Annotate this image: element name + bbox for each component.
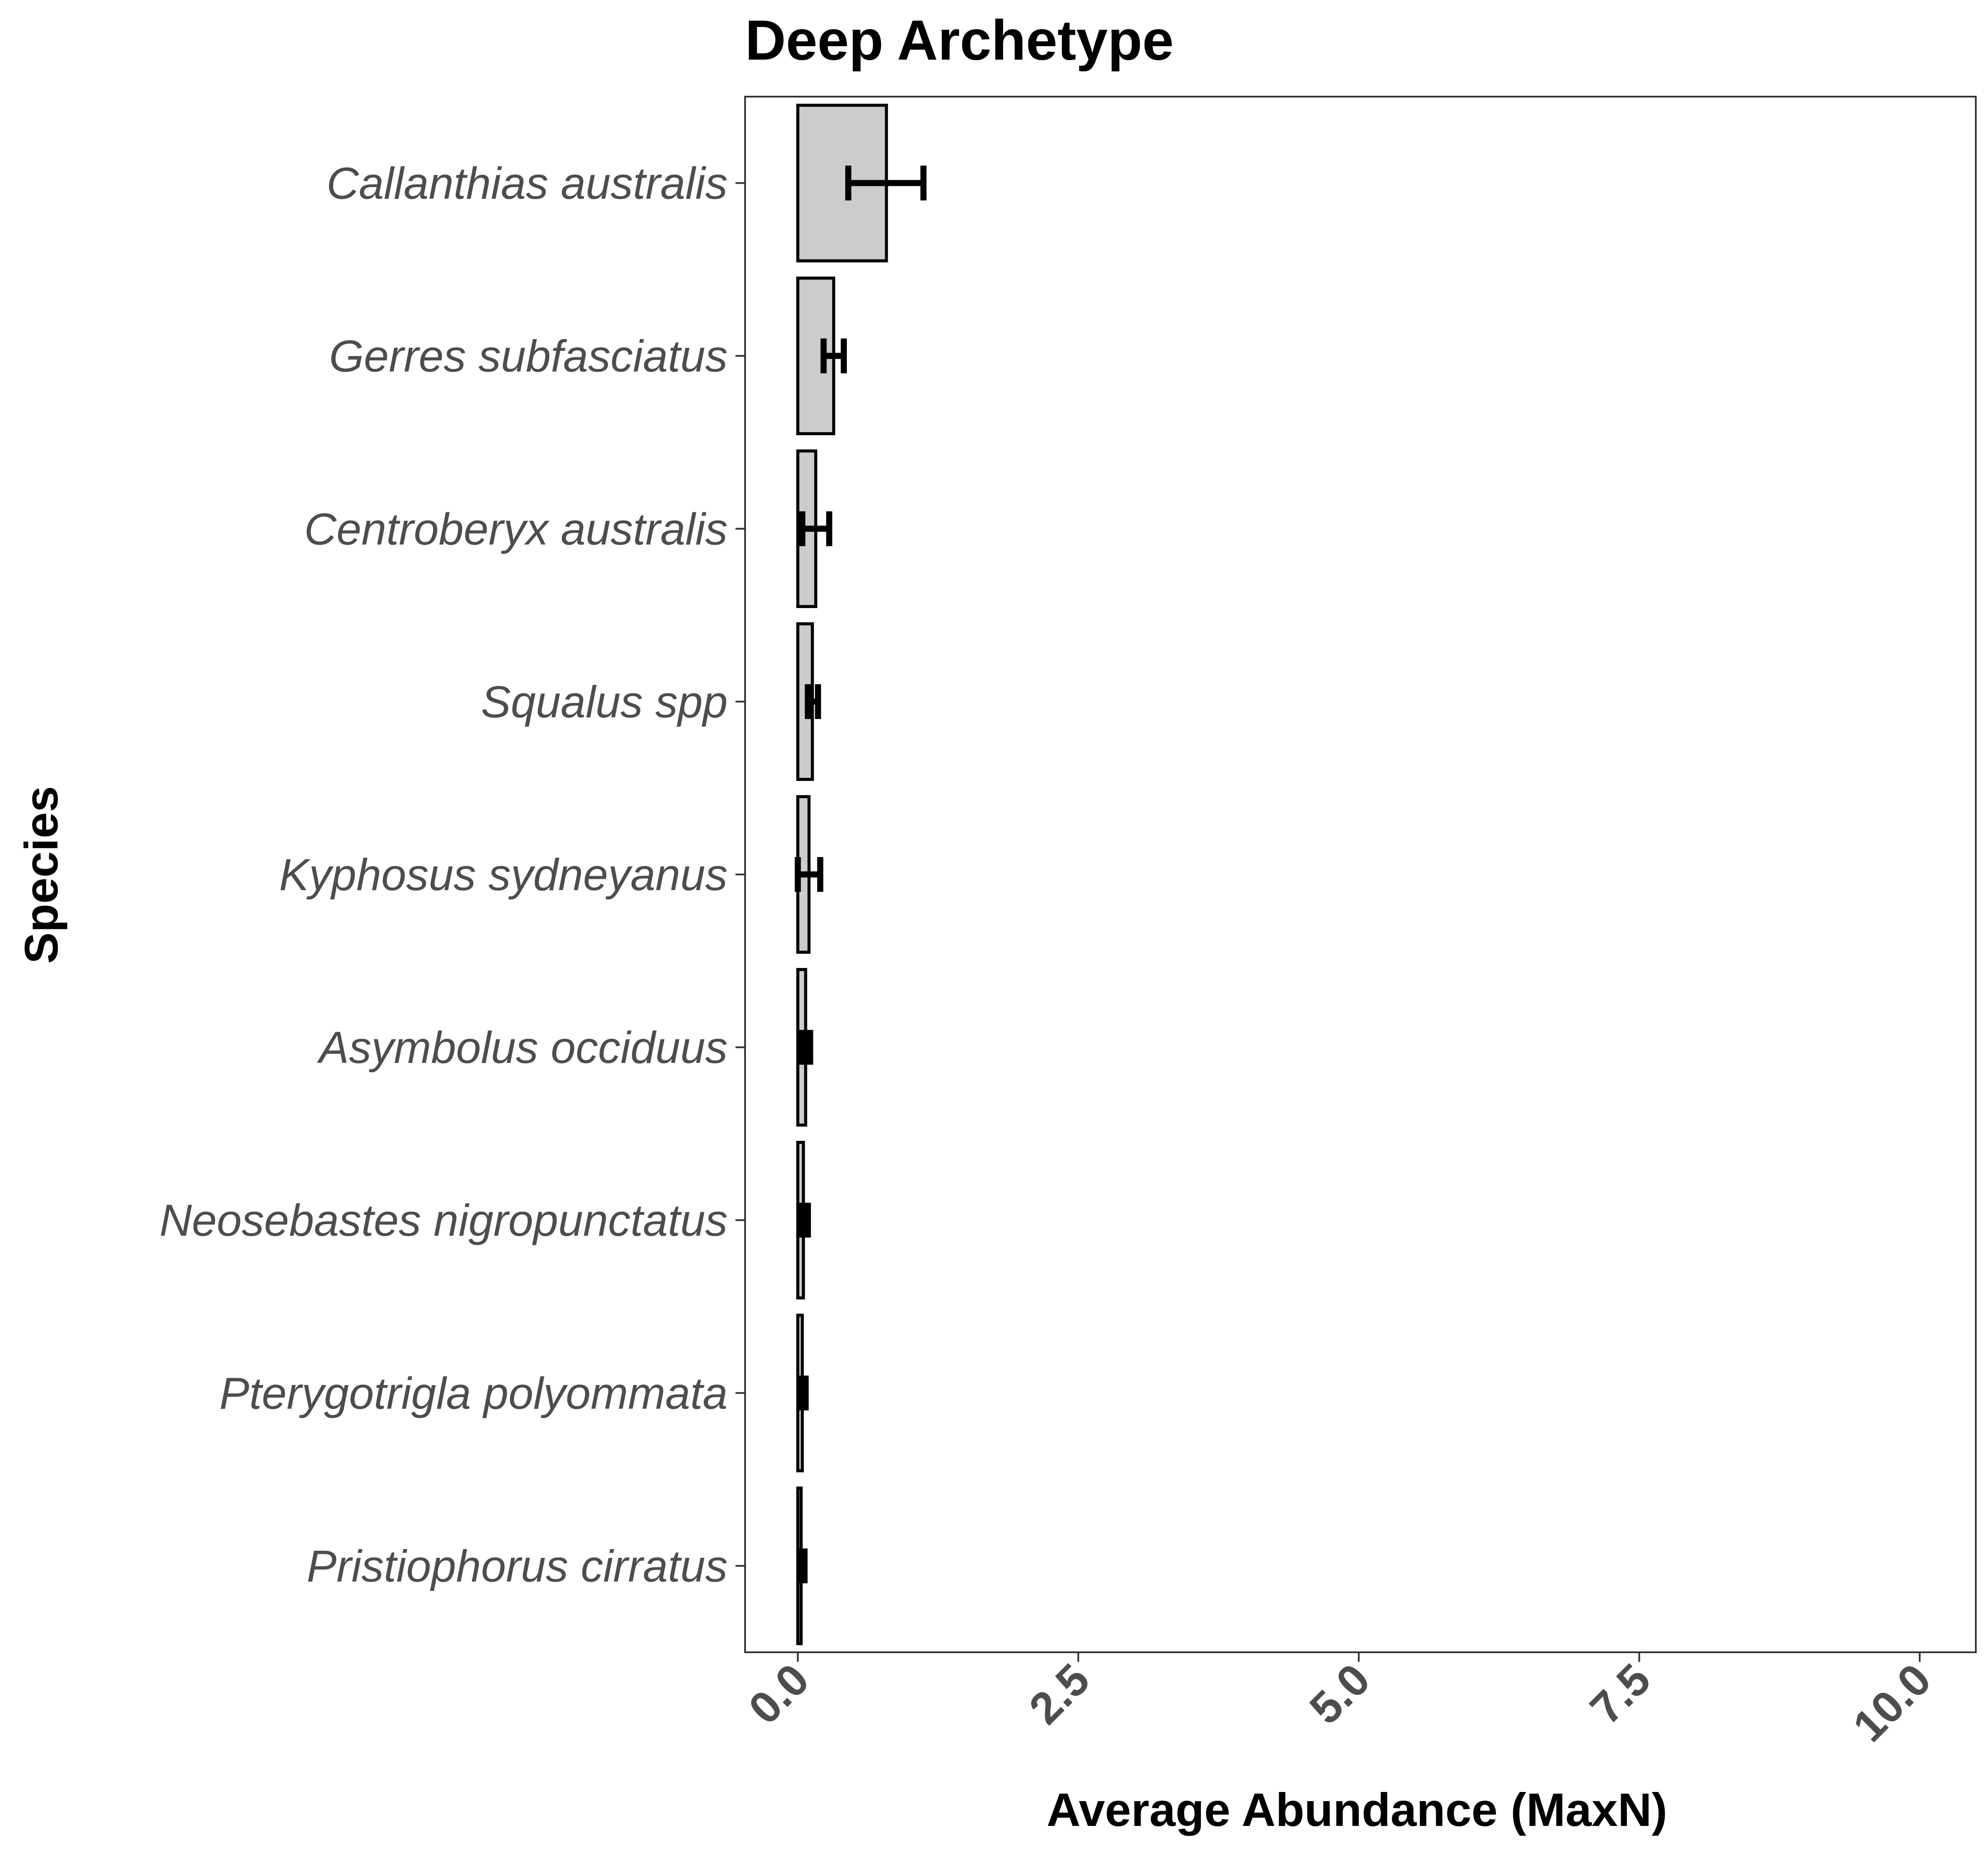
- x-axis-title: Average Abundance (MaxN): [1047, 1783, 1667, 1836]
- error-bar-kyphosus-sydneyanus: [795, 857, 823, 892]
- chart-title: Deep Archetype: [745, 8, 1174, 72]
- y-tick-label: Squalus spp: [481, 677, 728, 727]
- error-bar-asymbolus-occiduus: [798, 1030, 813, 1065]
- y-tick-label: Kyphosus sydneyanus: [279, 850, 728, 900]
- plot-panel: [744, 96, 1977, 1653]
- error-bar-centroberyx-australis: [799, 511, 833, 546]
- error-bar-callanthias-australis: [845, 165, 927, 201]
- error-bars: [795, 165, 927, 1583]
- error-bar-pristiophorus-cirratus: [797, 1548, 808, 1583]
- y-tick-label: Pterygotrigla polyommata: [219, 1368, 728, 1418]
- error-bar-pterygotrigla-polyommata: [797, 1375, 809, 1411]
- y-tick-label: Centroberyx australis: [304, 504, 728, 554]
- plot-border: [744, 96, 1977, 1653]
- y-axis-title: Species: [15, 786, 67, 964]
- y-tick-label: Asymbolus occiduus: [316, 1022, 728, 1072]
- y-tick-label: Callanthias australis: [326, 158, 728, 208]
- y-tick-label: Neosebastes nigropunctatus: [159, 1195, 728, 1245]
- error-bar-gerres-subfasciatus: [820, 338, 847, 373]
- error-bar-squalus-spp: [805, 684, 821, 719]
- error-bar-neosebastes-nigropunctatus: [798, 1203, 811, 1238]
- y-tick-label: Pristiophorus cirratus: [307, 1541, 728, 1591]
- y-tick-label: Gerres subfasciatus: [329, 331, 728, 381]
- y-axis: Callanthias australis Gerres subfasciatus…: [159, 158, 745, 1591]
